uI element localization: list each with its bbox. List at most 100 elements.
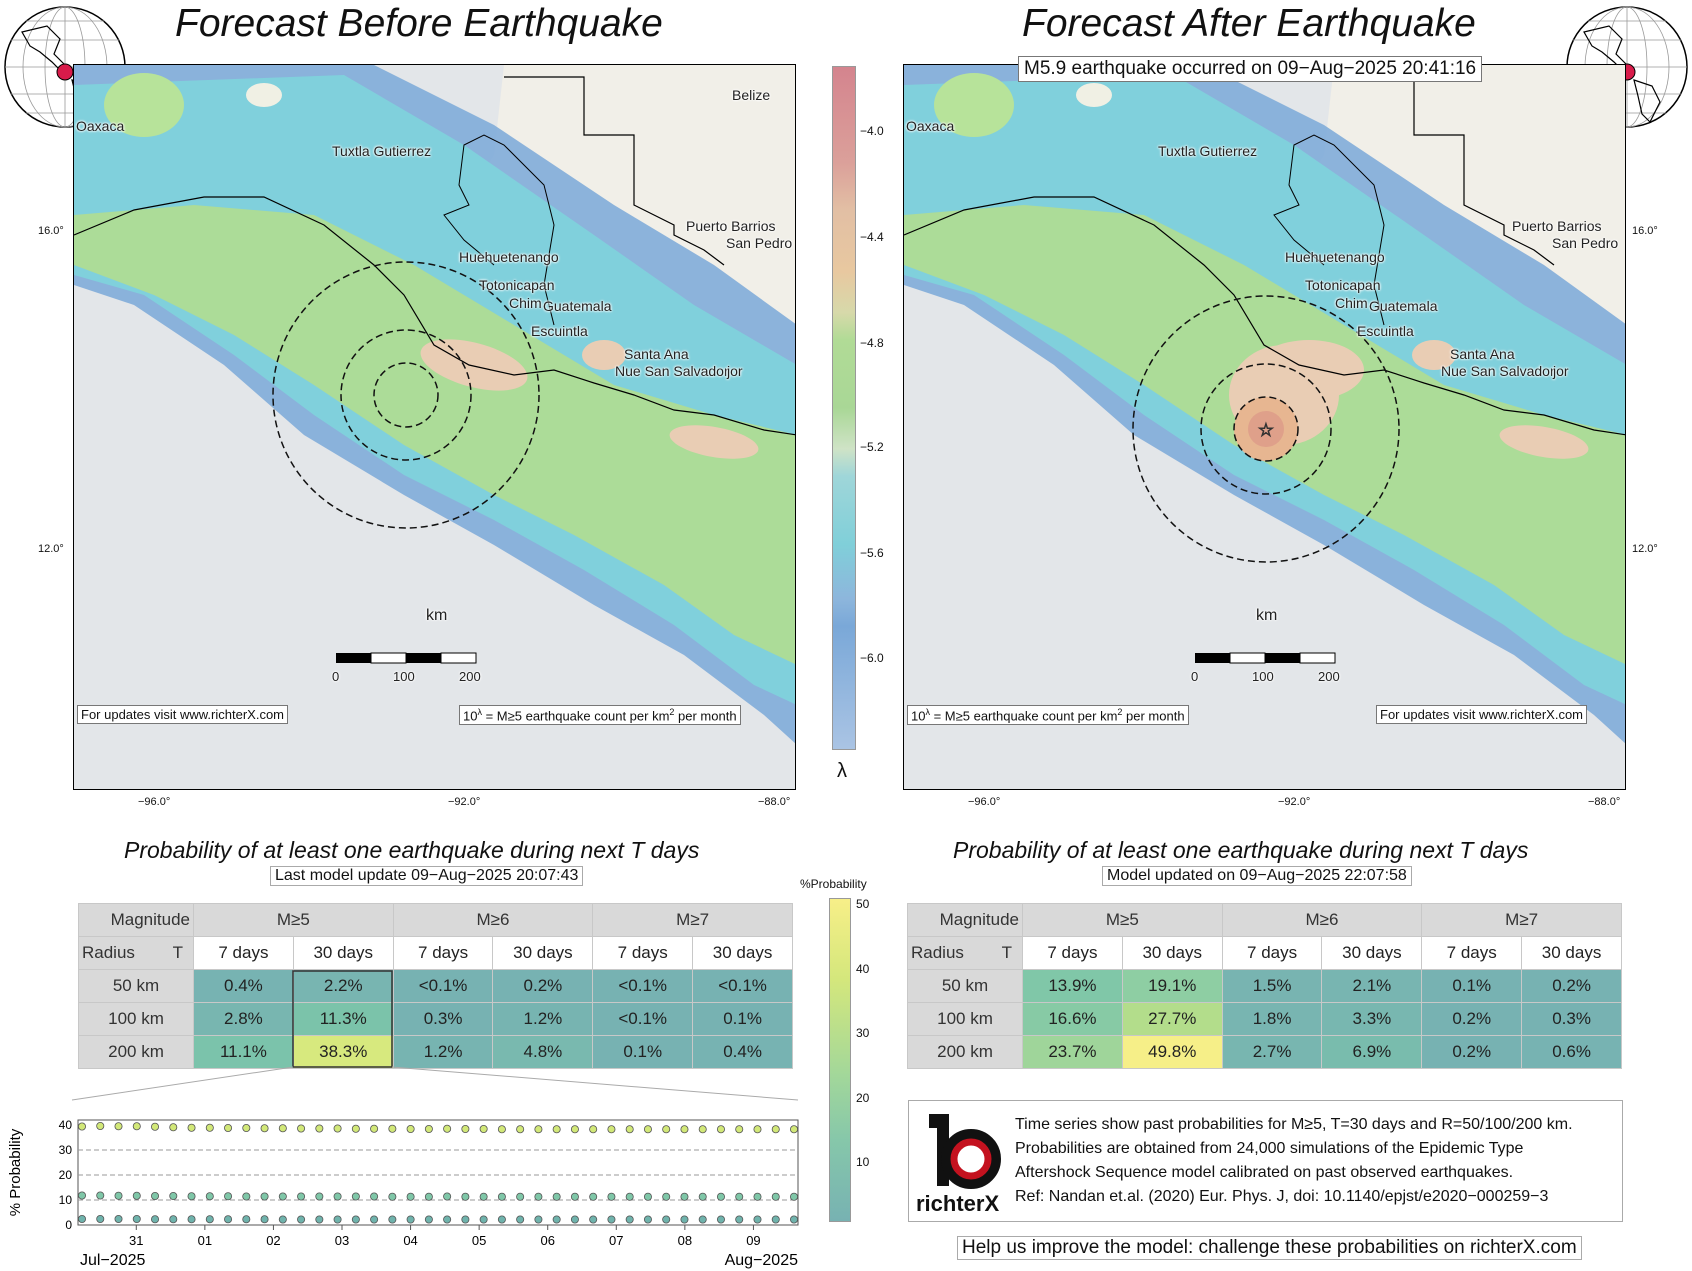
series-point xyxy=(607,1192,616,1201)
city-tuxtla: Tuxtla Gutierrez xyxy=(332,143,432,159)
scale-tick-200: 200 xyxy=(1318,669,1340,684)
info-line-4: Ref: Nandan et.al. (2020) Eur. Phys. J, … xyxy=(1015,1188,1549,1205)
x-start-label: Jul−2025 xyxy=(80,1252,145,1269)
left-lat-12: 12.0° xyxy=(38,543,64,555)
cb-tick-48: −4.8 xyxy=(860,336,884,350)
prob-cb-40: 40 xyxy=(856,962,870,976)
series-point xyxy=(297,1215,306,1224)
series-point xyxy=(224,1192,233,1201)
left-lon-96: −96.0° xyxy=(138,796,171,808)
series-point xyxy=(662,1125,671,1134)
city-san-pedro: San Pedro xyxy=(1552,235,1619,251)
help-link[interactable]: Help us improve the model: challenge the… xyxy=(957,1236,1582,1260)
probability-cell: 0.1% xyxy=(692,1002,793,1036)
series-point xyxy=(424,1192,433,1201)
series-point xyxy=(242,1192,251,1201)
series-point xyxy=(625,1125,634,1134)
cb-tick-60: −6.0 xyxy=(860,651,884,665)
probability-cell: 23.7% xyxy=(1022,1035,1123,1069)
city-chimaltenango: Chim xyxy=(1335,295,1368,311)
series-point xyxy=(790,1125,799,1134)
series-point xyxy=(406,1124,415,1133)
prob-cb-10: 10 xyxy=(856,1155,870,1169)
series-point xyxy=(735,1215,744,1224)
lambda-note-sup2: 2 xyxy=(1117,707,1123,717)
series-point xyxy=(205,1215,214,1224)
series-point xyxy=(552,1192,561,1201)
city-belize: Belize xyxy=(732,87,771,103)
probability-cell: 13.9% xyxy=(1022,969,1123,1003)
info-line-2: Probabilities are obtained from 24,000 s… xyxy=(1015,1140,1524,1157)
city-san-pedro: San Pedro xyxy=(726,235,793,251)
series-point xyxy=(278,1215,287,1224)
scale-tick-100: 100 xyxy=(393,669,415,684)
probability-cell: <0.1% xyxy=(592,969,694,1003)
series-point xyxy=(570,1215,579,1224)
lambda-note-text: = M≥5 earthquake count per km xyxy=(481,708,670,724)
series-point xyxy=(78,1122,87,1131)
series-point xyxy=(151,1192,160,1201)
scale-tick-200: 200 xyxy=(459,669,481,684)
series-point xyxy=(589,1125,598,1134)
t-label: T xyxy=(172,943,183,962)
series-point xyxy=(698,1125,707,1134)
series-point xyxy=(534,1215,543,1224)
m7-header: M≥7 xyxy=(1421,903,1622,937)
series-point xyxy=(552,1215,561,1224)
right-map-title: Forecast After Earthquake xyxy=(1022,2,1476,45)
series-point xyxy=(96,1215,105,1224)
series-point xyxy=(516,1192,525,1201)
series-point xyxy=(680,1192,689,1201)
table-row: 100 km 2.8% 11.3% 0.3% 1.2% <0.1% 0.1% xyxy=(78,1002,793,1036)
right-lambda-note: 10λ = M≥5 earthquake count per km2 per m… xyxy=(907,705,1189,726)
radius-row-label: 200 km xyxy=(907,1035,1023,1069)
right-forecast-map[interactable]: ☆ Oaxaca Tuxtla Gutierrez Puerto Barrios… xyxy=(903,64,1626,790)
days-header: 7 days xyxy=(1221,936,1323,970)
series-point xyxy=(187,1123,196,1132)
x-tick-label: 08 xyxy=(678,1233,692,1248)
after-probability-table: Magnitude M≥5 M≥6 M≥7 Radius T 7 days 30 … xyxy=(907,903,1622,1069)
left-map-title: Forecast Before Earthquake xyxy=(175,2,663,45)
days-header: 7 days xyxy=(1022,936,1123,970)
right-updates-link[interactable]: For updates visit www.richterX.com xyxy=(1376,705,1588,724)
series-point xyxy=(753,1192,762,1201)
series-point xyxy=(187,1192,196,1201)
city-jor: jor xyxy=(727,363,743,379)
series-point xyxy=(205,1192,214,1201)
series-point xyxy=(716,1215,725,1224)
days-header: 30 days xyxy=(292,936,394,970)
left-forecast-map[interactable]: Oaxaca Tuxtla Gutierrez Belize Puerto Ba… xyxy=(73,64,796,790)
lambda-note-prefix: 10 xyxy=(463,708,478,724)
radius-row-label: 100 km xyxy=(907,1002,1023,1036)
magnitude-header: Magnitude xyxy=(907,903,1023,937)
table-row: 200 km 23.7% 49.8% 2.7% 6.9% 0.2% 0.6% xyxy=(907,1035,1622,1069)
m5-header: M≥5 xyxy=(1022,903,1223,937)
series-point xyxy=(388,1192,397,1201)
series-point xyxy=(461,1192,470,1201)
probability-cell: 1.8% xyxy=(1221,1002,1323,1036)
series-point xyxy=(406,1215,415,1224)
event-box: M5.9 earthquake occurred on 09−Aug−2025 … xyxy=(1018,56,1483,82)
probability-cell: <0.1% xyxy=(692,969,793,1003)
series-point xyxy=(625,1192,634,1201)
y-tick-label: 30 xyxy=(59,1143,73,1157)
series-point xyxy=(370,1215,379,1224)
series-point xyxy=(570,1192,579,1201)
series-point xyxy=(461,1215,470,1224)
series-point xyxy=(351,1192,360,1201)
series-point xyxy=(589,1215,598,1224)
table-row: 50 km 0.4% 2.2% <0.1% 0.2% <0.1% <0.1% xyxy=(78,969,793,1003)
radius-label: Radius xyxy=(82,943,135,962)
series-point xyxy=(424,1124,433,1133)
series-point xyxy=(735,1125,744,1134)
m5-header: M≥5 xyxy=(193,903,394,937)
series-point xyxy=(114,1191,123,1200)
scale-tick-100: 100 xyxy=(1252,669,1274,684)
y-tick-label: 10 xyxy=(59,1193,73,1207)
probability-cell: 3.3% xyxy=(1321,1002,1423,1036)
series-point xyxy=(315,1192,324,1201)
left-updates-link[interactable]: For updates visit www.richterX.com xyxy=(77,705,289,724)
right-lat-16: 16.0° xyxy=(1632,225,1658,237)
cb-lambda-symbol: λ xyxy=(837,760,847,782)
series-point xyxy=(479,1192,488,1201)
